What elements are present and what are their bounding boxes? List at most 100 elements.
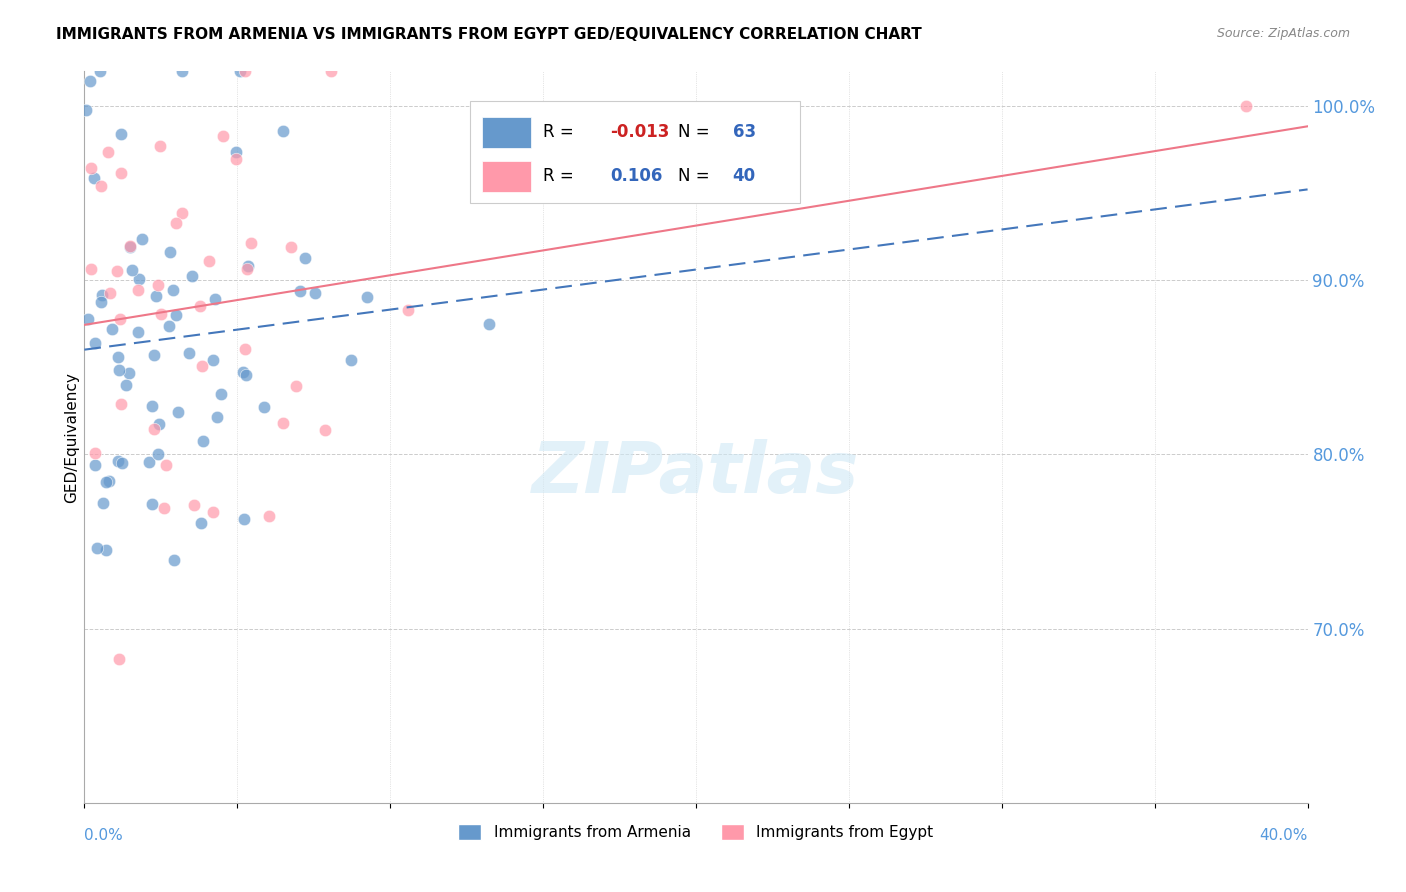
Point	[236, 261, 259, 276]
Point	[232, 512, 254, 526]
Text: R =: R =	[543, 167, 579, 185]
Point	[145, 289, 167, 303]
Point	[138, 455, 160, 469]
Point	[155, 458, 177, 473]
Point	[98, 474, 121, 488]
Point	[165, 216, 187, 230]
Point	[76, 312, 98, 326]
Point	[209, 386, 232, 401]
Point	[108, 651, 131, 665]
Point	[131, 232, 153, 246]
Point	[94, 543, 117, 558]
Bar	[470, 101, 800, 203]
Point	[120, 240, 142, 254]
Point	[118, 366, 141, 380]
Point	[202, 505, 225, 519]
Bar	[482, 118, 531, 148]
Point	[114, 378, 136, 392]
Point	[157, 318, 180, 333]
Point	[228, 64, 250, 78]
Text: 63: 63	[733, 123, 756, 141]
Text: 0.0%: 0.0%	[84, 829, 124, 844]
Text: Source: ZipAtlas.com: Source: ZipAtlas.com	[1216, 27, 1350, 40]
Point	[225, 145, 247, 159]
Point	[111, 456, 134, 470]
Point	[141, 399, 163, 413]
Point	[90, 295, 112, 310]
Point	[183, 498, 205, 512]
Point	[107, 453, 129, 467]
Point	[91, 287, 114, 301]
Point	[304, 285, 326, 300]
Point	[288, 284, 311, 298]
Point	[148, 417, 170, 431]
Point	[97, 145, 120, 160]
Point	[120, 239, 142, 253]
Point	[285, 378, 308, 392]
Point	[80, 161, 103, 176]
Point	[356, 289, 378, 303]
Point	[146, 277, 169, 292]
Text: ZIPatlas: ZIPatlas	[533, 439, 859, 508]
Bar	[482, 161, 531, 192]
Point	[149, 138, 172, 153]
Point	[83, 171, 105, 186]
Point	[339, 353, 361, 368]
Point	[105, 264, 128, 278]
Point	[239, 235, 262, 250]
Point	[110, 166, 132, 180]
Point	[142, 422, 165, 436]
Point	[91, 496, 114, 510]
Point	[107, 363, 129, 377]
Point	[96, 475, 118, 490]
Point	[89, 64, 111, 78]
Point	[235, 368, 257, 382]
Point	[141, 497, 163, 511]
Point	[181, 268, 204, 283]
Point	[127, 326, 149, 340]
Point	[128, 272, 150, 286]
Point	[201, 353, 224, 368]
Point	[101, 321, 124, 335]
Point	[90, 179, 112, 194]
Text: N =: N =	[678, 123, 714, 141]
Point	[146, 446, 169, 460]
Point	[188, 299, 211, 313]
Point	[205, 409, 228, 424]
Point	[142, 348, 165, 362]
Point	[253, 400, 276, 414]
Point	[232, 365, 254, 379]
Point	[198, 253, 221, 268]
Text: 0.106: 0.106	[610, 167, 662, 185]
Text: R =: R =	[543, 123, 579, 141]
Point	[83, 458, 105, 472]
Point	[162, 283, 184, 297]
Y-axis label: GED/Equivalency: GED/Equivalency	[63, 372, 79, 502]
Point	[108, 311, 131, 326]
Point	[150, 307, 173, 321]
Text: -0.013: -0.013	[610, 123, 669, 141]
Point	[159, 244, 181, 259]
Point	[165, 308, 187, 322]
Point	[83, 446, 105, 460]
Point	[235, 64, 257, 78]
Point	[273, 124, 295, 138]
Point	[204, 292, 226, 306]
Point	[86, 541, 108, 555]
Point	[75, 103, 97, 118]
Point	[193, 434, 215, 449]
Point	[100, 285, 122, 300]
Point	[172, 64, 194, 78]
Point	[294, 251, 316, 265]
Point	[233, 342, 256, 356]
Point	[127, 283, 149, 297]
Point	[110, 397, 132, 411]
Point	[396, 303, 419, 318]
Text: 40.0%: 40.0%	[1260, 829, 1308, 844]
Legend: Immigrants from Armenia, Immigrants from Egypt: Immigrants from Armenia, Immigrants from…	[453, 818, 939, 847]
Point	[212, 129, 235, 144]
Point	[153, 500, 176, 515]
Point	[79, 74, 101, 88]
Point	[107, 350, 129, 364]
Point	[172, 206, 194, 220]
